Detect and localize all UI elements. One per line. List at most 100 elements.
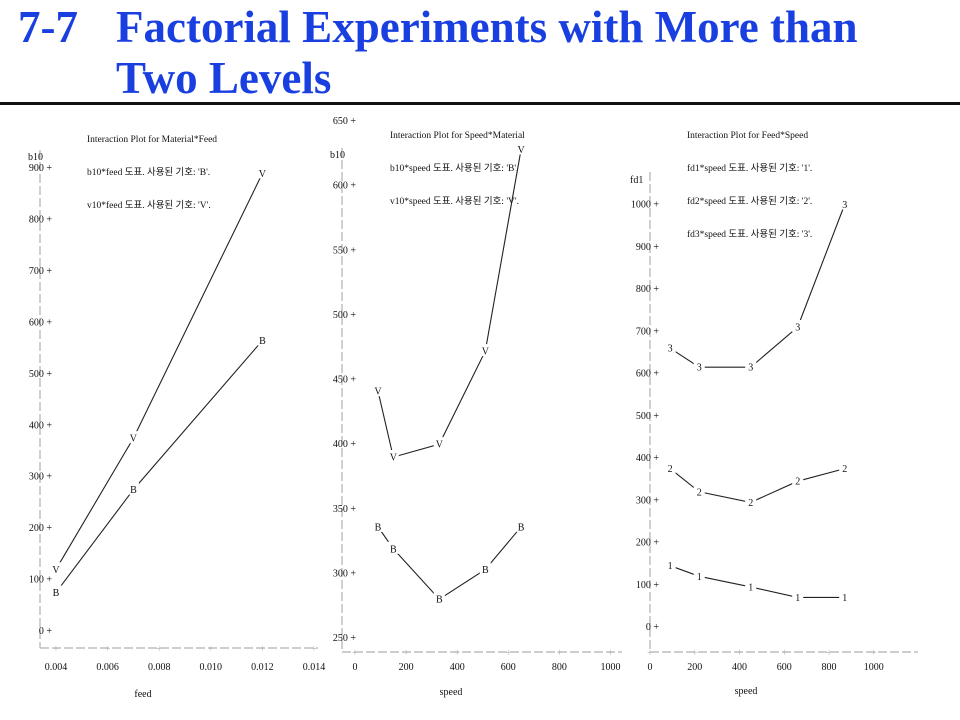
plot1-legend-line-v: v10*feed 도표. 사용된 기호: 'V'. <box>87 201 211 211</box>
plot3-ytick-label: 700 + <box>636 326 660 337</box>
plot1-marker-bg <box>127 482 139 495</box>
plot3-series-2-point: 2 <box>795 477 800 488</box>
plot1-ytick-label: 0 + <box>39 626 53 637</box>
plot3-marker-bg <box>693 360 705 373</box>
plot3-marker-bg <box>693 569 705 582</box>
plot3-ytick-label: 900 + <box>636 242 660 253</box>
plot3-xtick-mark: + <box>871 648 877 659</box>
plot3-series-1-point: 1 <box>668 561 673 572</box>
plot3-marker-bg <box>839 590 851 603</box>
plot2-marker-bg <box>479 562 491 575</box>
plot1-title: Interaction Plot for Material*Feed <box>87 135 218 145</box>
plot3-legend-line-3: fd3*speed 도표. 사용된 기호: '3'. <box>687 230 813 240</box>
plot3-marker-bg <box>792 590 804 603</box>
plot1-xlabel: feed <box>134 689 151 700</box>
plot3-series-2-point: 2 <box>668 464 673 475</box>
plot3-xtick-label: 1000 <box>864 662 884 673</box>
plot3-series-3-line <box>669 204 846 368</box>
plot1-marker-bg <box>256 166 268 179</box>
plot1-header: Interaction Plot for Material*Feed b10*f… <box>87 113 217 223</box>
plot3-ytick-label: 100 + <box>636 580 660 591</box>
plot3-xtick-label: 600 <box>777 662 792 673</box>
plot2-series-B-point: B <box>375 522 382 533</box>
plot2-ylabel: b10 <box>330 150 345 161</box>
plot3-xtick-label: 200 <box>687 662 702 673</box>
plot2-header: Interaction Plot for Speed*Material b10*… <box>390 109 525 219</box>
plot2-series-V-point: V <box>390 453 398 464</box>
plot3-xlabel: speed <box>735 686 758 697</box>
plot3-series-3-point: 3 <box>748 363 753 374</box>
plot1-ytick-label: 600 + <box>29 317 53 328</box>
slide-title-text: Factorial Experiments with More than Two… <box>116 2 858 103</box>
plot2-series-B-point: B <box>482 565 489 576</box>
plot2-ytick-label: 650 + <box>333 116 357 127</box>
plot3-xtick-label: 0 <box>648 662 653 673</box>
plot2-series-V-point: V <box>436 440 444 451</box>
plot1-xtick-label: 0.012 <box>251 662 274 673</box>
plot2-marker-bg <box>372 384 384 397</box>
plot3-ytick-label: 1000 + <box>631 200 660 211</box>
plot3-marker-bg <box>839 461 851 474</box>
plot3-ytick-label: 0 + <box>646 622 660 633</box>
plot3-xtick-label: 800 <box>822 662 837 673</box>
plot3-series-3-point: 3 <box>668 344 673 355</box>
plot2-series-V-line <box>377 149 522 458</box>
plot2-xtick-mark: + <box>454 648 460 659</box>
plot3-xtick-mark: + <box>692 648 698 659</box>
plot3-series-3-point: 3 <box>842 200 847 211</box>
plot3-xtick-mark: + <box>647 648 653 659</box>
plot3-xtick-mark: + <box>781 648 787 659</box>
plot1-xtick-mark: + <box>208 644 214 655</box>
plot3-legend-line-2: fd2*speed 도표. 사용된 기호: '2'. <box>687 197 813 207</box>
plot1-series-V-point: V <box>52 565 60 576</box>
plot1-marker-bg <box>127 431 139 444</box>
plot3-marker-bg <box>664 558 676 571</box>
plot3-title: Interaction Plot for Feed*Speed <box>687 131 809 141</box>
plot1-series-B-point: B <box>53 588 60 599</box>
plot1-ytick-label: 100 + <box>29 575 53 586</box>
plot3-ytick-label: 300 + <box>636 495 660 506</box>
plot2-marker-bg <box>479 344 491 357</box>
plot3-ytick-label: 200 + <box>636 538 660 549</box>
plot2-xtick-label: 0 <box>353 662 358 673</box>
plot3-ytick-label: 800 + <box>636 284 660 295</box>
plot2-series-B-point: B <box>518 522 525 533</box>
plot3-marker-bg <box>745 360 757 373</box>
plot2-xtick-label: 800 <box>552 662 567 673</box>
plot2-ytick-label: 350 + <box>333 504 357 515</box>
plot1-marker-bg <box>50 585 62 598</box>
plot3-marker-bg <box>664 461 676 474</box>
plot2-legend-line-v: v10*speed 도표. 사용된 기호: 'V'. <box>390 197 519 207</box>
plot2-xtick-label: 200 <box>399 662 414 673</box>
plot3-series-1-point: 1 <box>795 593 800 604</box>
plot2-ytick-label: 450 + <box>333 375 357 386</box>
plot1-xtick-mark: + <box>53 644 59 655</box>
plot2-marker-bg <box>387 541 399 554</box>
plot2-xtick-label: 1000 <box>601 662 621 673</box>
plot2-xtick-mark: + <box>403 648 409 659</box>
plot1-series-V-line <box>55 173 263 570</box>
plot2-xtick-mark: + <box>608 648 614 659</box>
plot2-xtick-mark: + <box>352 648 358 659</box>
plot1-ytick-label: 200 + <box>29 523 53 534</box>
plot1-series-V-point: V <box>130 434 138 445</box>
plot2-marker-bg <box>515 519 527 532</box>
plot2-xtick-label: 400 <box>450 662 465 673</box>
plot2-series-B-point: B <box>436 595 443 606</box>
plot2-xtick-mark: + <box>505 648 511 659</box>
plot1-xtick-label: 0.006 <box>96 662 119 673</box>
plot2-series-B-point: B <box>390 544 397 555</box>
plot2-marker-bg <box>433 592 445 605</box>
plot3-marker-bg <box>792 474 804 487</box>
plot3-legend-line-1: fd1*speed 도표. 사용된 기호: '1'. <box>687 164 813 174</box>
plot1-series-B-line <box>55 340 263 593</box>
plot3-marker-bg <box>792 320 804 333</box>
plot2-series-B-line <box>377 526 522 600</box>
plot1-xtick-mark: + <box>105 644 111 655</box>
plot2-series-V-point: V <box>482 347 490 358</box>
plot3-series-1-point: 1 <box>697 572 702 583</box>
plot1-ytick-label: 900 + <box>29 163 53 174</box>
plot3-series-2-point: 2 <box>748 498 753 509</box>
plot1-series-B-point: B <box>130 485 137 496</box>
title-rule <box>0 102 960 105</box>
